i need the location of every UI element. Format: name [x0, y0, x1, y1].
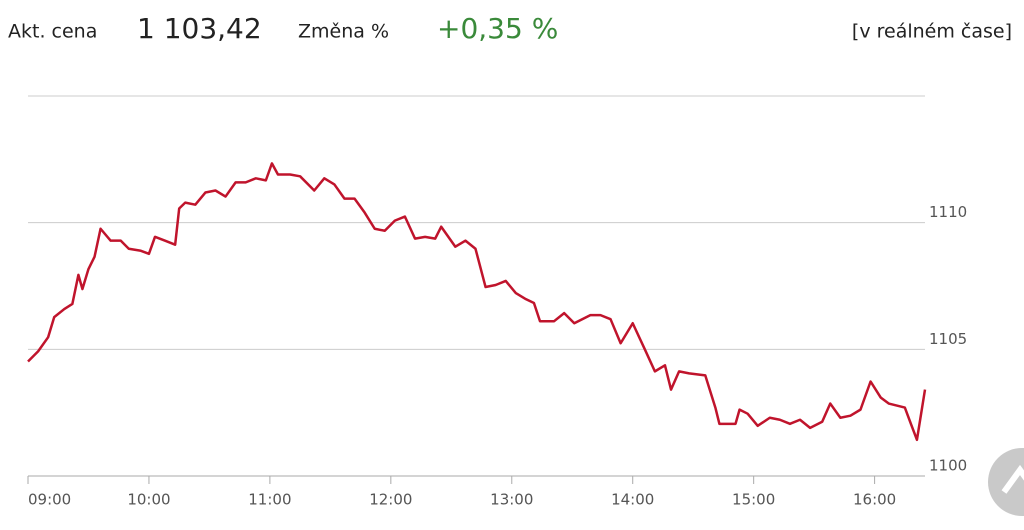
scroll-top-arrow[interactable] — [1001, 464, 1024, 494]
scroll-top-circle[interactable] — [988, 448, 1024, 516]
change-label: Změna % — [298, 21, 389, 43]
x-tick-label: 16:00 — [853, 491, 896, 509]
x-tick-label: 11:00 — [248, 491, 291, 509]
price: 1 103,42 — [137, 12, 262, 45]
y-tick-label: 1105 — [929, 330, 967, 348]
x-tick-label: 09:00 — [28, 491, 71, 509]
change: +0,35 % — [437, 12, 558, 45]
y-tick-label: 1110 — [929, 203, 967, 221]
y-tick-label: 1100 — [929, 457, 967, 475]
x-tick-label: 15:00 — [732, 491, 775, 509]
price-line — [27, 162, 927, 442]
x-tick-label: 14:00 — [611, 491, 654, 509]
scroll-top-button[interactable] — [988, 448, 1024, 516]
x-tick-label: 13:00 — [490, 491, 533, 509]
price-label: Akt. cena — [8, 21, 97, 43]
realtime-label: [v reálném čase] — [852, 21, 1012, 43]
x-tick-label: 10:00 — [127, 491, 170, 509]
x-tick-label: 12:00 — [369, 491, 412, 509]
